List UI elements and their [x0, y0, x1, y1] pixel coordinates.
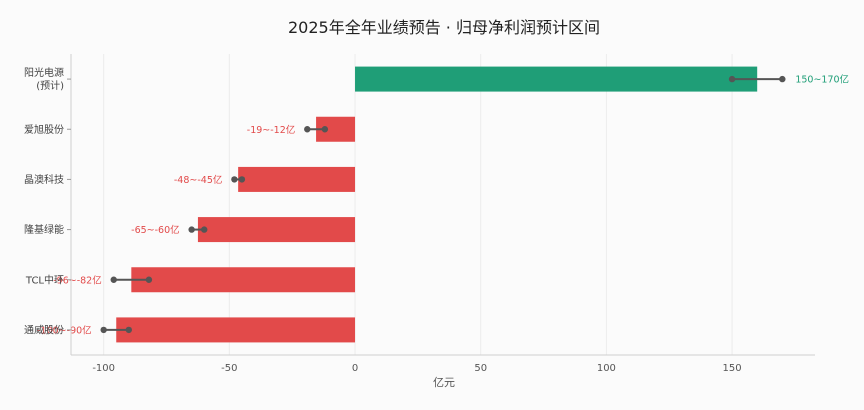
x-axis-title: 亿元 — [433, 376, 455, 389]
range-min-dot — [100, 326, 107, 334]
x-tick-label: -100 — [92, 363, 115, 374]
range-markers — [100, 75, 786, 334]
data-label: -100~-90亿 — [37, 324, 92, 336]
data-label: -96~-82亿 — [53, 274, 102, 286]
chart-title: 2025年全年业绩预告 · 归母净利润预计区间 — [288, 18, 600, 37]
range-min-dot — [231, 176, 238, 183]
category-label: TCL中环 — [25, 273, 64, 286]
category-label: 晶澳科技 — [24, 173, 64, 186]
range-max-dot — [321, 126, 329, 133]
data-label: -65~-60亿 — [131, 224, 180, 236]
range-min-dot — [110, 276, 117, 283]
bar — [238, 166, 356, 192]
category-label: 通威股份 — [24, 323, 64, 336]
category-label: 隆基绿能 — [24, 223, 64, 236]
bar — [197, 217, 356, 243]
bar — [116, 317, 356, 343]
x-tick-label: 150 — [723, 363, 742, 374]
x-tick-label: -50 — [221, 363, 237, 374]
data-labels: 150~170亿 -19~-12亿 -48~-45亿 -65~-60亿 -96~-82亿… — [37, 74, 849, 337]
range-max-dot — [145, 276, 153, 283]
range-max-dot — [201, 226, 208, 233]
grid-lines — [103, 54, 733, 355]
category-sublabel: (预计) — [36, 79, 64, 92]
data-label: 150~170亿 — [795, 74, 849, 86]
range-max-dot — [779, 75, 786, 83]
range-max-dot — [238, 176, 246, 183]
category-label: 爱旭股份 — [24, 123, 64, 136]
range-max-dot — [125, 326, 133, 334]
bars — [116, 66, 758, 343]
category-label: 阳光电源 — [24, 66, 64, 79]
range-min-dot — [304, 126, 311, 133]
x-tick-label: 0 — [352, 363, 358, 374]
range-min-dot — [728, 75, 736, 83]
x-tick-label: 100 — [597, 363, 616, 374]
data-label: -19~-12亿 — [247, 124, 296, 136]
bar — [355, 66, 758, 92]
x-tick-label: 50 — [474, 363, 487, 374]
bar — [131, 267, 356, 293]
data-label: -48~-45亿 — [174, 174, 223, 186]
range-min-dot — [188, 226, 195, 233]
